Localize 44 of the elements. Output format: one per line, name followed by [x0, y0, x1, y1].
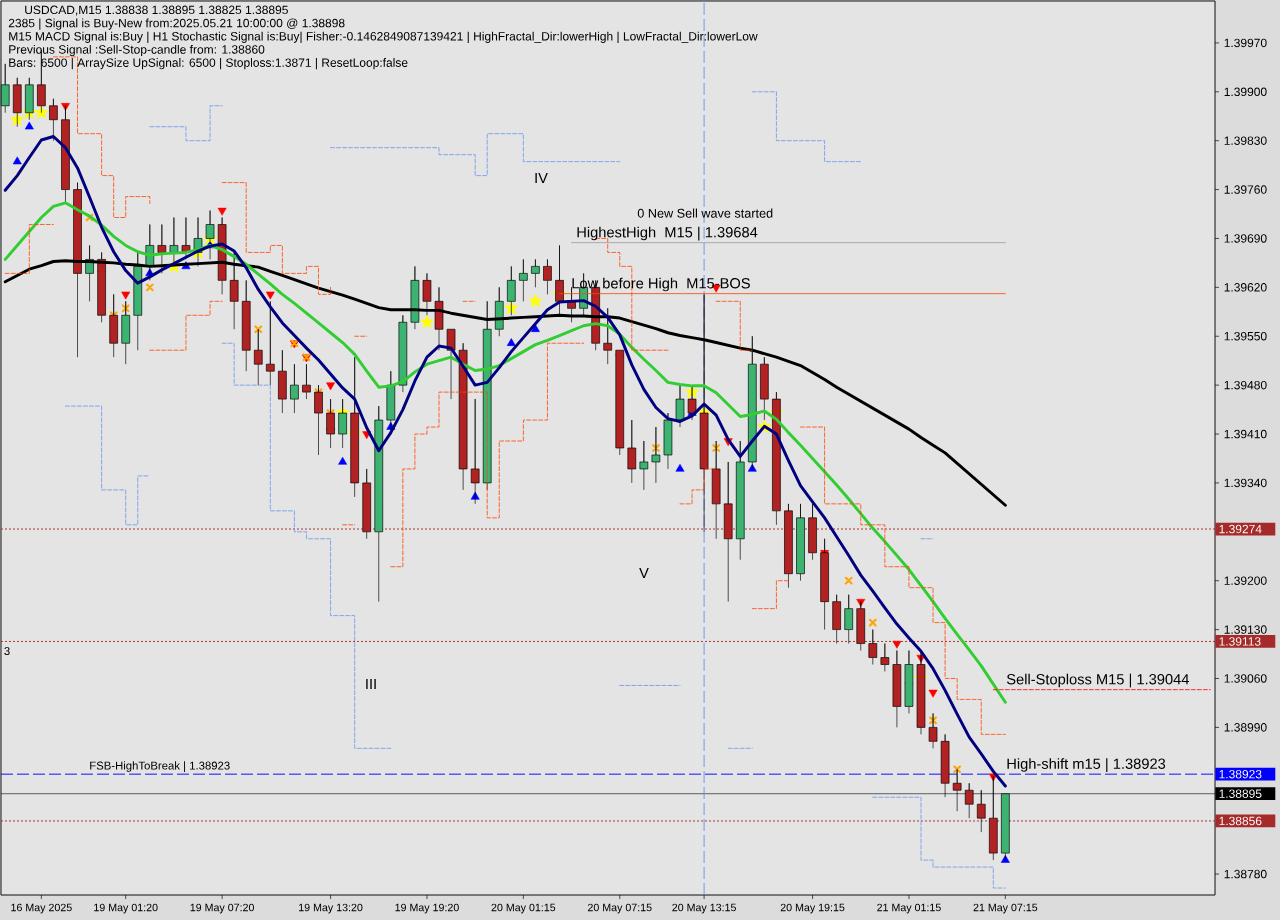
annotation: 0 New Sell wave started [637, 208, 773, 218]
x-tick-label: 20 May 13:15 [672, 903, 736, 914]
x-tick-label: 21 May 01:15 [877, 903, 941, 914]
y-tick-label: 1.39200 [1224, 576, 1267, 585]
chart-title: USDCAD,M15 1.38838 1.38895 1.38825 1.38895 [25, 5, 288, 16]
ref-line-label: 1.38923 [1219, 769, 1262, 779]
x-tick-label: 19 May 01:20 [94, 903, 158, 914]
y-tick-label: 1.39480 [1224, 380, 1267, 390]
y-tick-label: 1.39900 [1224, 87, 1267, 97]
annotation: Sell-Stoploss M15 | 1.39044 [1006, 673, 1189, 688]
y-tick-label: 1.39060 [1224, 674, 1267, 683]
annotation: 2385 | Signal is Buy-New from:2025.05.21 10:00:00 @ 1.38898 [8, 18, 345, 30]
y-tick-label: 1.39130 [1224, 625, 1267, 634]
ref-line-label: 1.39274 [1219, 524, 1262, 534]
annotation: HighestHigh M15 | 1.39684 [577, 226, 758, 241]
x-tick-label: 20 May 07:15 [587, 903, 652, 914]
x-tick-label: 21 May 07:15 [973, 903, 1038, 914]
annotation: High-shift m15 | 1.38923 [1007, 758, 1166, 772]
x-tick-label: 19 May 13:20 [299, 903, 363, 914]
annotation: IV [535, 172, 548, 184]
y-tick-label: 1.39550 [1224, 331, 1267, 341]
x-tick-label: 16 May 2025 [11, 903, 72, 914]
annotation: 3 [4, 646, 10, 655]
y-tick-label: 1.38780 [1224, 869, 1267, 879]
ref-line-label: 1.38856 [1219, 816, 1262, 826]
x-tick-label: 20 May 01:15 [491, 903, 556, 914]
annotation: III [366, 678, 376, 690]
y-tick-label: 1.39970 [1224, 38, 1267, 48]
annotation: V [639, 567, 649, 579]
x-tick-label: 19 May 07:20 [190, 903, 255, 914]
annotation: FSB-HighToBreak | 1.38923 [90, 761, 230, 772]
ref-line-label: 1.38895 [1219, 789, 1262, 798]
y-tick-label: 1.39410 [1224, 429, 1267, 439]
y-tick-label: 1.39690 [1224, 234, 1267, 243]
ref-line-label: 1.39113 [1219, 637, 1261, 646]
y-tick-label: 1.39830 [1224, 136, 1267, 145]
annotation: Previous Signal :Sell-Stop-candle from: 1.38860 [9, 44, 265, 57]
y-tick-label: 1.38990 [1224, 723, 1267, 732]
y-tick-label: 1.39620 [1224, 283, 1267, 292]
y-tick-label: 1.39760 [1224, 185, 1267, 194]
y-tick-label: 1.39340 [1224, 478, 1267, 488]
x-tick-label: 19 May 19:20 [395, 903, 459, 914]
x-tick-label: 20 May 19:15 [780, 903, 845, 914]
annotation: M15 MACD Signal is:Buy | H1 Stochastic Signal is:Buy| Fisher:-0.1462849087139421 | HighFractal_Dir:lowerHigh | LowFractal_Dir:lowerLow [9, 31, 758, 43]
